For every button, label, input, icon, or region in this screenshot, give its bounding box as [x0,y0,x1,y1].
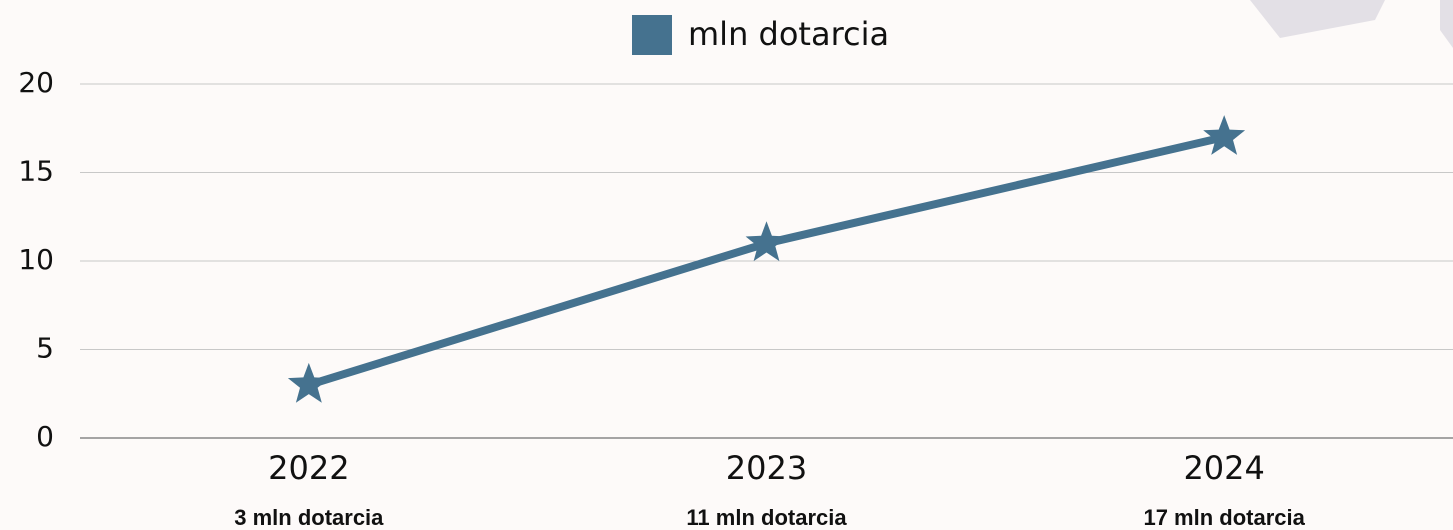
legend-swatch [632,15,672,55]
y-tick-label: 20 [18,66,54,99]
decoration [1250,0,1385,38]
x-tick-label: 2024 [1183,449,1264,487]
decoration [1440,0,1453,48]
y-tick-label: 10 [18,243,54,276]
x-tick-label: 2022 [268,449,349,487]
legend-label: mln dotarcia [688,15,889,53]
marker [745,221,788,262]
marker [1203,115,1246,155]
marker [287,362,330,403]
annotation: 3 mln dotarcia [234,505,384,530]
y-tick-label: 5 [36,332,54,365]
y-tick-label: 15 [18,155,54,188]
annotation: 17 mln dotarcia [1143,505,1305,530]
x-tick-label: 2023 [726,449,807,487]
y-tick-label: 0 [36,420,54,453]
annotation: 11 mln dotarcia [686,505,847,530]
